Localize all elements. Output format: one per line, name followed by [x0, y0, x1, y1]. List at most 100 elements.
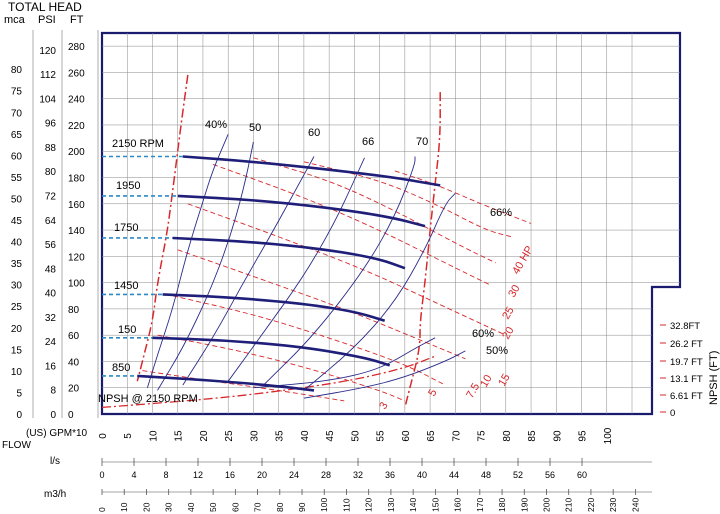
efficiency-curve: [146, 134, 229, 388]
m3h-tick-label: 240: [630, 498, 640, 512]
hp-curve: [157, 334, 406, 402]
limit-curve-right: [404, 92, 441, 408]
npsh-tick-label: 26.2 FT: [670, 339, 703, 350]
mca-tick-label: 10: [11, 367, 23, 378]
ls-tick-label: 36: [385, 470, 395, 480]
rpm-curve: [177, 194, 426, 228]
rpm-curve: [182, 155, 441, 187]
gpm-tick-label: 85: [527, 430, 538, 442]
mca-tick-label: 0: [16, 410, 22, 421]
m3h-tick-label: 170: [475, 498, 485, 512]
ft-axis-header: FT: [70, 14, 84, 26]
npsh-tick-label: 13.1 FT: [670, 374, 703, 385]
mca-tick-label: 40: [11, 238, 23, 249]
mca-tick-label: 35: [11, 259, 23, 270]
curve-label: 66%: [490, 207, 512, 219]
npsh-tick-label: 6.61 FT: [670, 391, 703, 402]
ls-tick-label: 8: [163, 470, 168, 480]
m3h-tick-label: 200: [541, 498, 551, 512]
ft-tick-label: 60: [68, 331, 80, 342]
limit-curve-left: [136, 74, 189, 382]
mca-tick-label: 20: [11, 324, 23, 335]
hp-label: 5: [426, 387, 439, 398]
mca-axis-header: mca: [4, 14, 26, 26]
efficiency-curve: [253, 337, 436, 389]
ls-tick-label: 56: [545, 470, 555, 480]
ls-tick-label: 24: [289, 470, 299, 480]
gpm-tick-label: 75: [477, 430, 488, 442]
ft-tick-label: 220: [68, 121, 85, 132]
psi-tick-label: 80: [45, 167, 57, 178]
gpm-tick-label: 50: [350, 430, 361, 442]
rpm-curve: [152, 336, 391, 367]
npsh-tick-label: 19.7 FT: [670, 357, 703, 368]
mca-tick-label: 5: [16, 388, 22, 399]
chart-title: TOTAL HEAD: [8, 0, 82, 14]
ls-axis-label: l/s: [50, 456, 60, 467]
gpm-tick-label: 80: [502, 430, 513, 442]
mca-tick-label: 65: [11, 130, 23, 141]
ls-tick-label: 0: [99, 470, 104, 480]
hp-label: 15: [496, 372, 513, 389]
curve-label: 66: [362, 136, 374, 148]
curve-label: 150: [118, 324, 136, 336]
efficiency-curve: [263, 156, 416, 386]
mca-tick-label: 15: [11, 345, 23, 356]
psi-tick-label: 48: [45, 264, 57, 275]
psi-tick-label: 120: [39, 46, 56, 57]
chart-curves: [101, 74, 532, 409]
m3h-tick-label: 110: [341, 498, 351, 512]
psi-tick-label: 40: [45, 289, 57, 300]
gpm-tick-label: 60: [401, 430, 412, 442]
efficiency-curve: [303, 350, 466, 399]
m3h-tick-label: 60: [230, 502, 240, 512]
hp-label: 20: [500, 325, 517, 342]
curve-label: 1950: [116, 180, 140, 192]
ls-tick-label: 44: [449, 470, 459, 480]
ft-tick-label: 120: [68, 252, 85, 263]
ft-tick-label: 100: [68, 279, 85, 290]
hp-curve: [142, 370, 345, 402]
hp-label: 3: [377, 400, 390, 411]
ls-tick-label: 48: [481, 470, 491, 480]
npsh-axis-label: NPSH (FT): [708, 351, 720, 405]
m3h-axis-label: m3/h: [44, 489, 66, 500]
m3h-tick-label: 160: [453, 498, 463, 512]
gpm-axis-label: (US) GPM*10: [26, 428, 88, 439]
m3h-tick-label: 210: [564, 498, 574, 512]
curve-label: 1750: [114, 222, 138, 234]
psi-axis-header: PSI: [38, 14, 56, 26]
ls-tick-label: 32: [353, 470, 363, 480]
npsh-tick-label: 32.8FT: [670, 321, 700, 332]
psi-tick-label: 0: [50, 410, 56, 421]
mca-tick-label: 60: [11, 151, 23, 162]
hp-label: 10: [478, 373, 495, 390]
ls-tick-label: 28: [321, 470, 331, 480]
plot-frame: [100, 31, 682, 416]
mca-tick-label: 30: [11, 281, 23, 292]
gpm-tick-label: 45: [325, 430, 336, 442]
ls-tick-label: 12: [193, 470, 203, 480]
rpm-curve: [137, 374, 315, 392]
m3h-tick-label: 230: [608, 498, 618, 512]
gpm-tick-label: 95: [578, 430, 589, 442]
rpm-curve: [162, 293, 386, 322]
curve-label: 850: [112, 362, 130, 374]
gpm-tick-label: 70: [451, 430, 462, 442]
hp-curve: [177, 249, 466, 360]
ft-tick-label: 180: [68, 174, 85, 185]
gpm-tick-label: 35: [275, 430, 286, 442]
ft-tick-label: 20: [68, 384, 80, 395]
ft-tick-label: 0: [68, 410, 74, 421]
mca-tick-label: 55: [11, 173, 23, 184]
chart-labels: 2150 RPM 1950 1750 1450 150 850 40% 50 60 66 70 66%…: [98, 119, 536, 412]
hp-curve: [187, 203, 506, 336]
efficiency-curve: [157, 141, 254, 391]
bottom-axes: 0 5 10 15 20 25 30 35 40 45 50 55 60 65 70 75 80 85 90 95 10…: [97, 427, 652, 512]
psi-tick-label: 72: [45, 191, 57, 202]
ft-tick-label: 260: [68, 68, 85, 79]
ft-tick-label: 200: [68, 147, 85, 158]
curve-label: 2150 RPM: [112, 138, 164, 150]
left-axes: 0204060801001201401601802002202402602800…: [11, 30, 99, 421]
mca-tick-label: 25: [11, 302, 23, 313]
